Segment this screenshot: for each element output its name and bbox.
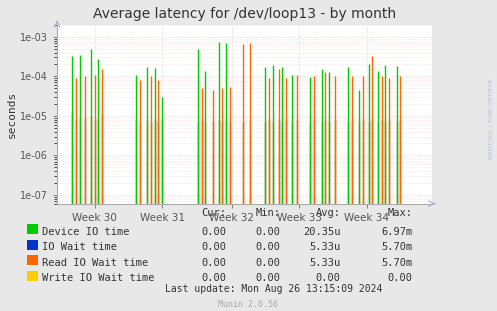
Text: 0.00: 0.00 [201,273,226,283]
Text: 0.00: 0.00 [256,227,281,237]
Text: Munin 2.0.56: Munin 2.0.56 [219,300,278,309]
Text: 5.70m: 5.70m [381,242,413,252]
Text: 5.33u: 5.33u [309,258,340,268]
Text: Max:: Max: [388,208,413,218]
Text: 0.00: 0.00 [388,273,413,283]
Text: 0.00: 0.00 [201,227,226,237]
Text: Avg:: Avg: [316,208,340,218]
Text: Write IO Wait time: Write IO Wait time [42,273,155,283]
Y-axis label: seconds: seconds [7,91,17,138]
Text: 0.00: 0.00 [256,273,281,283]
Text: 0.00: 0.00 [256,258,281,268]
Text: IO Wait time: IO Wait time [42,242,117,252]
Text: RRDTOOL / TOBI OETIKER: RRDTOOL / TOBI OETIKER [489,78,494,159]
Text: Read IO Wait time: Read IO Wait time [42,258,149,268]
Text: 0.00: 0.00 [201,258,226,268]
Text: Cur:: Cur: [201,208,226,218]
Text: 0.00: 0.00 [256,242,281,252]
Text: Last update: Mon Aug 26 13:15:09 2024: Last update: Mon Aug 26 13:15:09 2024 [165,284,382,294]
Title: Average latency for /dev/loop13 - by month: Average latency for /dev/loop13 - by mon… [93,7,396,21]
Text: 0.00: 0.00 [201,242,226,252]
Text: 5.70m: 5.70m [381,258,413,268]
Text: 6.97m: 6.97m [381,227,413,237]
Text: Device IO time: Device IO time [42,227,130,237]
Text: Min:: Min: [256,208,281,218]
Text: 0.00: 0.00 [316,273,340,283]
Text: 20.35u: 20.35u [303,227,340,237]
Text: 5.33u: 5.33u [309,242,340,252]
